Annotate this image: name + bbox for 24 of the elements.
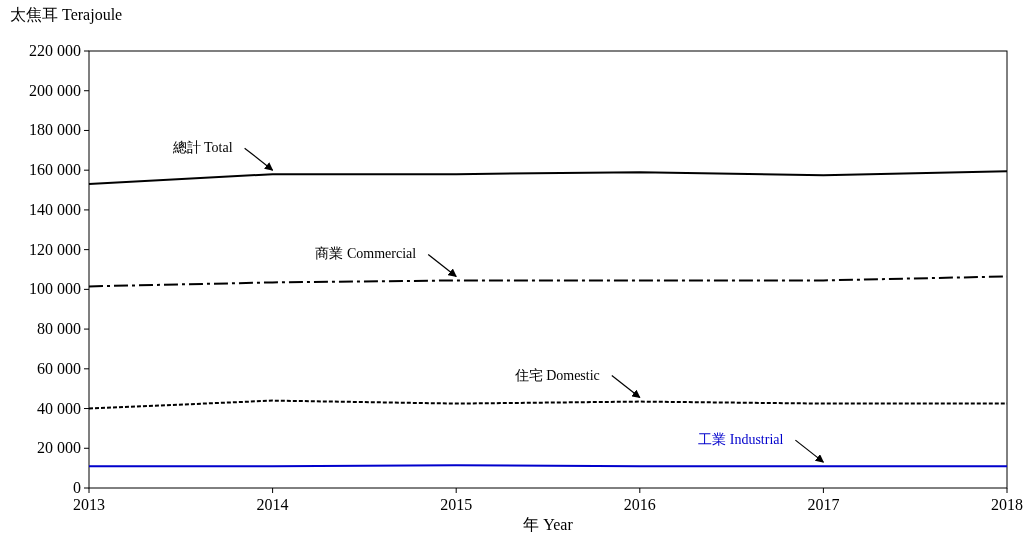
y-tick-label: 100 000 (29, 280, 81, 298)
y-tick-label: 0 (73, 479, 81, 496)
series-label: 商業 Commercial (315, 246, 417, 262)
y-tick-label: 220 000 (29, 42, 81, 59)
y-tick-label: 120 000 (29, 240, 81, 258)
series-label: 總計 Total (171, 140, 233, 156)
y-tick-label: 140 000 (29, 200, 81, 218)
x-axis-title: 年 Year (523, 516, 574, 533)
y-tick-label: 200 000 (29, 81, 81, 99)
y-tick-label: 40 000 (37, 399, 81, 417)
x-tick-label: 2018 (991, 496, 1023, 513)
x-tick-label: 2015 (440, 496, 473, 513)
x-tick-label: 2013 (73, 496, 105, 513)
y-tick-label: 60 000 (37, 359, 81, 377)
y-tick-label: 160 000 (29, 161, 81, 179)
y-tick-label: 20 000 (37, 439, 81, 457)
x-tick-label: 2014 (256, 496, 289, 513)
y-tick-label: 80 000 (37, 320, 81, 338)
x-tick-label: 2017 (807, 496, 840, 513)
series-label: 住宅 Domestic (513, 367, 600, 383)
x-tick-label: 2016 (623, 496, 656, 513)
y-axis-title: 太焦耳 Terajoule (10, 6, 123, 24)
y-tick-label: 180 000 (29, 121, 81, 139)
series-label: 工業 Industrial (698, 432, 784, 448)
